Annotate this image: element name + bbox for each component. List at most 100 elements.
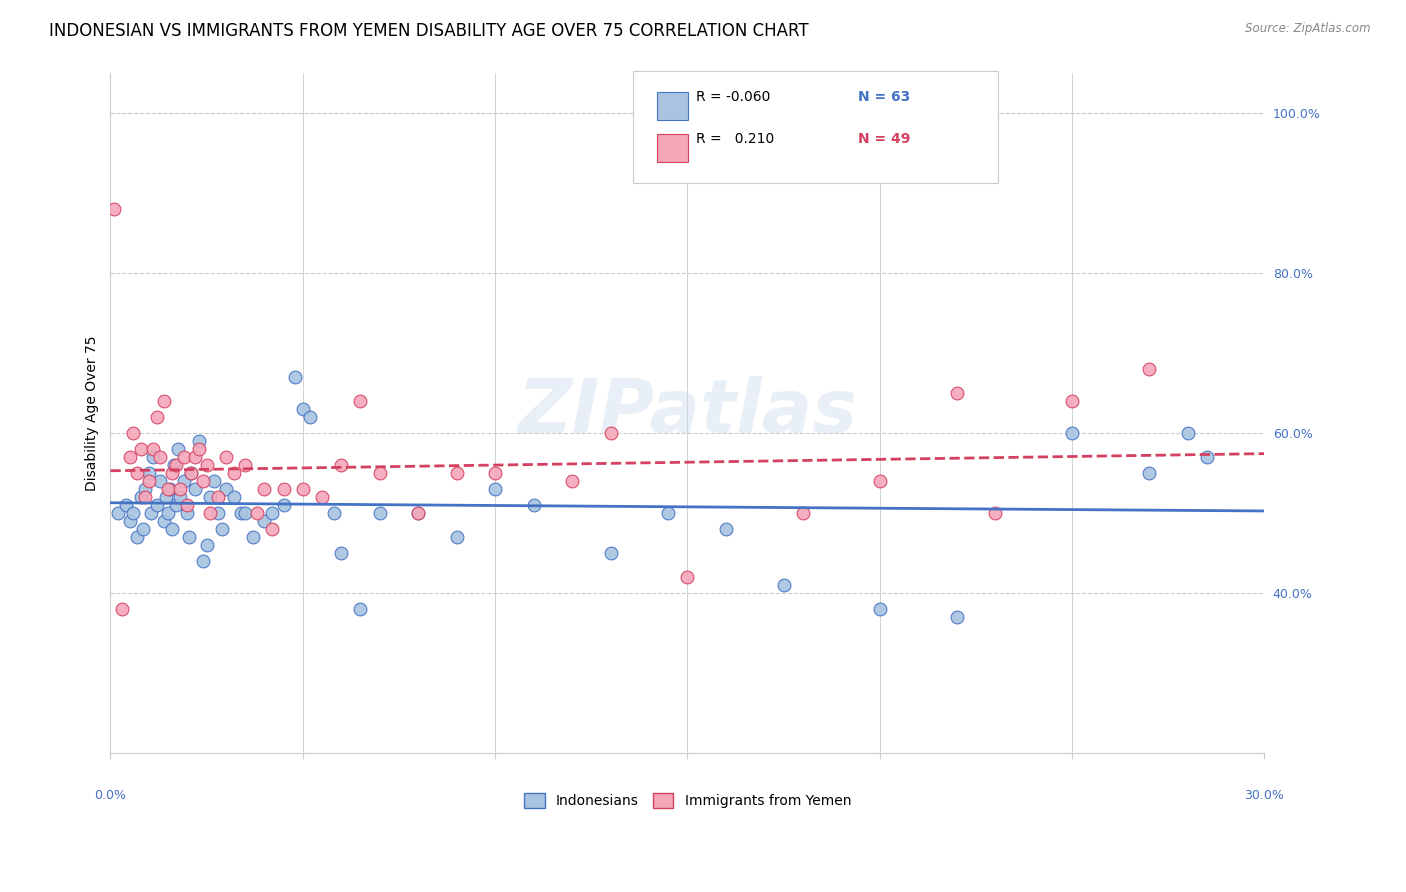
Point [195,458,218,472]
Point [222,466,245,480]
Text: R = -0.060: R = -0.060 [696,90,770,104]
Point [446,466,468,480]
Point [284,370,307,384]
Point [103,202,125,216]
Point [138,466,160,480]
Point [599,546,621,560]
Point [561,474,583,488]
Point [446,530,468,544]
Point [484,482,506,496]
Point [368,466,391,480]
Point [160,522,183,536]
Point [1137,466,1160,480]
Point [191,474,214,488]
Point [153,393,176,408]
Point [165,498,187,512]
Point [253,514,276,528]
Point [869,602,891,616]
Point [180,466,202,480]
Point [222,490,245,504]
Point [155,490,177,504]
Point [406,506,429,520]
Point [599,425,621,440]
Point [984,506,1007,520]
Point [273,482,295,496]
Legend: Indonesians, Immigrants from Yemen: Indonesians, Immigrants from Yemen [519,788,856,814]
Point [163,458,186,472]
Point [176,498,198,512]
Point [122,506,145,520]
Text: ZIPatlas: ZIPatlas [517,376,858,450]
Point [349,393,371,408]
Point [127,466,149,480]
Point [233,506,256,520]
Point [945,385,967,400]
Point [176,506,198,520]
Point [169,482,191,496]
Point [200,506,222,520]
Point [165,458,187,472]
Text: 0.0%: 0.0% [94,789,127,802]
Point [195,538,218,552]
Point [118,450,141,464]
Point [145,498,167,512]
Point [129,442,152,456]
Point [311,490,333,504]
Text: INDONESIAN VS IMMIGRANTS FROM YEMEN DISABILITY AGE OVER 75 CORRELATION CHART: INDONESIAN VS IMMIGRANTS FROM YEMEN DISA… [49,22,808,40]
Point [191,554,214,568]
Point [322,506,344,520]
Point [1177,425,1199,440]
Text: 30.0%: 30.0% [1244,789,1285,802]
Text: R =   0.210: R = 0.210 [696,132,775,146]
Point [1195,450,1218,464]
Point [522,498,544,512]
Point [772,578,794,592]
Point [242,530,264,544]
Point [207,506,229,520]
Point [166,442,188,456]
Point [349,602,371,616]
Point [180,466,202,480]
Point [187,442,209,456]
Point [173,474,195,488]
Point [142,450,165,464]
Point [368,506,391,520]
Point [179,530,201,544]
Point [187,434,209,448]
Point [173,450,195,464]
Point [107,506,129,520]
Point [273,498,295,512]
Point [1137,362,1160,376]
Point [184,482,207,496]
Point [122,425,145,440]
Text: N = 63: N = 63 [858,90,910,104]
Point [138,474,160,488]
Point [159,482,181,496]
Point [207,490,229,504]
Point [202,474,225,488]
Point [118,514,141,528]
Point [231,506,253,520]
Point [142,442,165,456]
Point [211,522,233,536]
Point [714,522,737,536]
Point [149,474,172,488]
Point [260,522,283,536]
Point [792,506,814,520]
Point [215,450,238,464]
Point [127,530,149,544]
Text: N = 49: N = 49 [858,132,910,146]
Y-axis label: Disability Age Over 75: Disability Age Over 75 [86,335,100,491]
Point [330,458,353,472]
Point [260,506,283,520]
Point [184,450,207,464]
Point [253,482,276,496]
Point [869,474,891,488]
Point [157,482,180,496]
Point [215,482,238,496]
Point [114,498,136,512]
Point [676,570,699,584]
Point [200,490,222,504]
Point [149,450,172,464]
Point [330,546,353,560]
